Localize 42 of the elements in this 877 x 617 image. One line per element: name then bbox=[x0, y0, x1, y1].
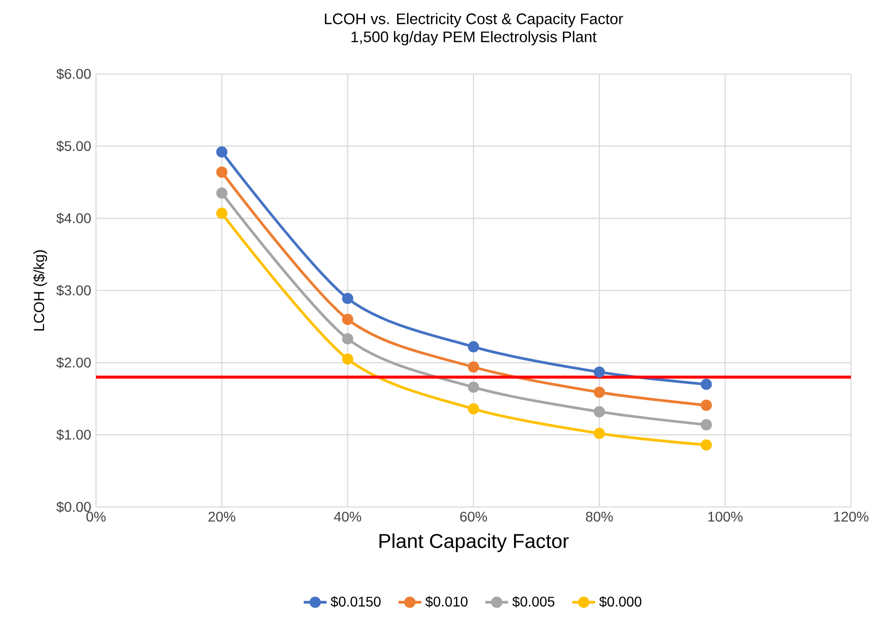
point bbox=[216, 208, 228, 219]
point bbox=[342, 314, 354, 325]
x-tick-label: 0% bbox=[86, 512, 106, 522]
point bbox=[216, 166, 228, 178]
y-tick-label: $5.00 bbox=[56, 140, 91, 152]
x-tick-label: 100% bbox=[708, 512, 743, 522]
y-tick-label: $4.00 bbox=[56, 212, 91, 224]
y-tick-label: $2.00 bbox=[56, 357, 91, 368]
point bbox=[700, 400, 712, 411]
y-tick-label: $1.00 bbox=[56, 429, 91, 440]
legend-label: $0.005 bbox=[512, 596, 554, 608]
chart-title: LCOH vs. Electricity Cost & Capacity Factor bbox=[324, 13, 624, 28]
y-tick-label: $6.00 bbox=[56, 68, 91, 80]
point bbox=[216, 187, 228, 199]
legend-label: $0.0150 bbox=[330, 596, 381, 608]
x-tick-label: 120% bbox=[834, 512, 868, 522]
legend-label: $0.010 bbox=[425, 596, 468, 608]
y-axis-title: LCOH ($/kg) bbox=[33, 250, 48, 330]
x-tick-label: 60% bbox=[460, 512, 488, 522]
y-tick-label: $3.00 bbox=[56, 284, 91, 296]
point bbox=[468, 341, 480, 352]
point bbox=[468, 382, 480, 393]
chart-subtitle: 1,500 kg/day PEM Electrolysis Plant bbox=[352, 31, 596, 46]
point bbox=[594, 366, 605, 378]
point bbox=[468, 361, 480, 373]
point bbox=[700, 378, 712, 390]
x-tick-label: 40% bbox=[334, 512, 362, 522]
point bbox=[342, 353, 354, 365]
point bbox=[700, 439, 712, 451]
x-tick-label: 80% bbox=[586, 512, 613, 522]
point bbox=[594, 386, 605, 398]
point bbox=[594, 406, 605, 418]
point bbox=[700, 419, 712, 430]
y-tick-label: $0.00 bbox=[56, 501, 91, 513]
point bbox=[342, 292, 354, 304]
x-tick-label: 20% bbox=[208, 512, 236, 522]
point bbox=[468, 403, 480, 414]
point bbox=[342, 333, 354, 344]
point bbox=[594, 428, 605, 439]
x-axis-title: Plant Capacity Factor bbox=[380, 533, 569, 552]
point bbox=[216, 146, 228, 158]
legend-label: $0.000 bbox=[599, 596, 642, 608]
